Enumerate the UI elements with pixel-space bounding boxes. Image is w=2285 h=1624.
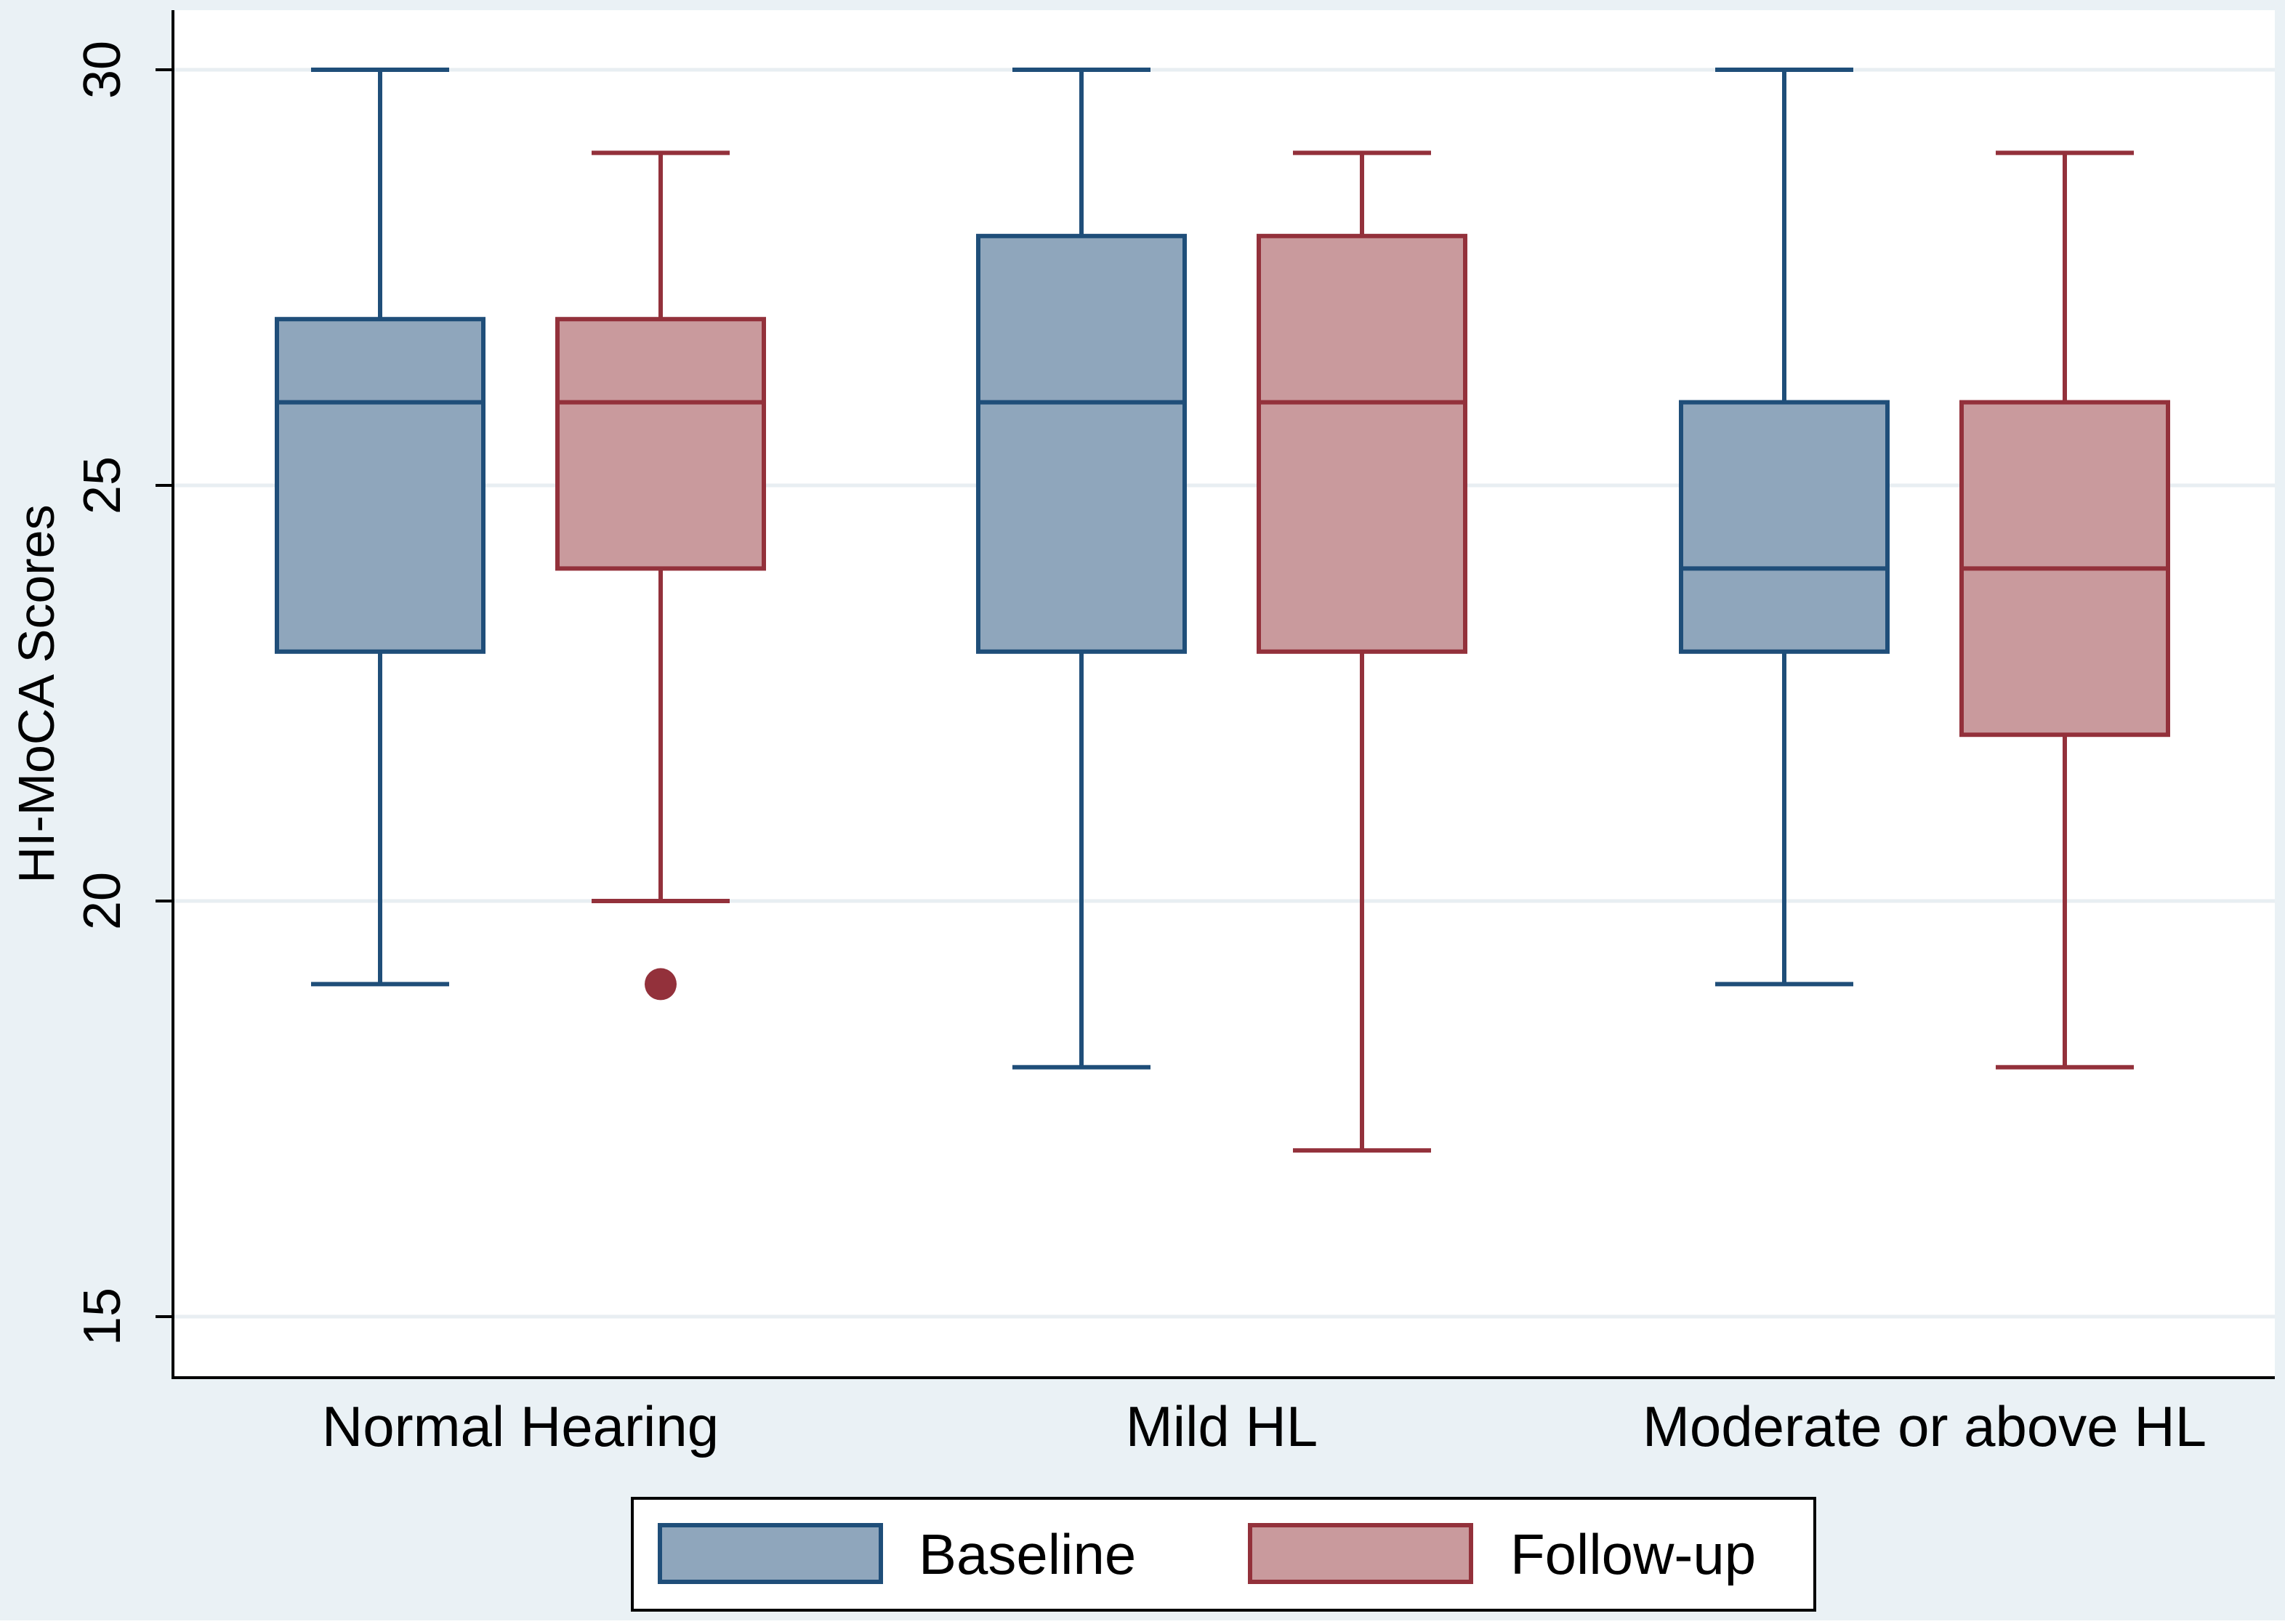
iqr-box xyxy=(1679,400,1890,654)
y-axis-title: HI-MoCA Scores xyxy=(8,504,65,883)
x-tick-label-moderate-or-above-hl: Moderate or above HL xyxy=(1643,1394,2207,1458)
box-follow-up-1 xyxy=(1257,150,1467,1153)
legend: Baseline Follow-up xyxy=(631,1497,1816,1612)
iqr-box xyxy=(1257,233,1467,654)
x-ticks: Normal Hearing Mild HL Moderate or above H… xyxy=(322,1394,2207,1458)
iqr-box xyxy=(275,317,485,654)
y-tick-label-30: 30 xyxy=(73,41,132,99)
y-tick-label-15: 15 xyxy=(73,1288,132,1346)
iqr-box xyxy=(555,317,766,571)
box-follow-up-2 xyxy=(1959,150,2170,1070)
y-tick-label-25: 25 xyxy=(73,456,132,514)
boxes xyxy=(275,68,2170,1153)
iqr-box xyxy=(976,233,1187,654)
legend-label-follow-up: Follow-up xyxy=(1510,1522,1756,1586)
plot-area xyxy=(173,10,2275,1378)
legend-swatch-baseline xyxy=(658,1523,883,1584)
box-follow-up-0 xyxy=(555,150,766,1001)
box-baseline-0 xyxy=(275,68,485,987)
legend-label-baseline: Baseline xyxy=(919,1522,1136,1586)
gridlines xyxy=(173,68,2275,1319)
x-tick-label-mild-hl: Mild HL xyxy=(1126,1394,1318,1458)
outlier-point xyxy=(645,968,677,1001)
box-baseline-2 xyxy=(1679,68,1890,987)
box-baseline-1 xyxy=(976,68,1187,1070)
y-ticks: 15 20 25 30 xyxy=(73,41,173,1346)
x-tick-label-normal-hearing: Normal Hearing xyxy=(322,1394,719,1458)
y-tick-label-20: 20 xyxy=(73,872,132,930)
legend-swatch-follow-up xyxy=(1248,1523,1473,1584)
